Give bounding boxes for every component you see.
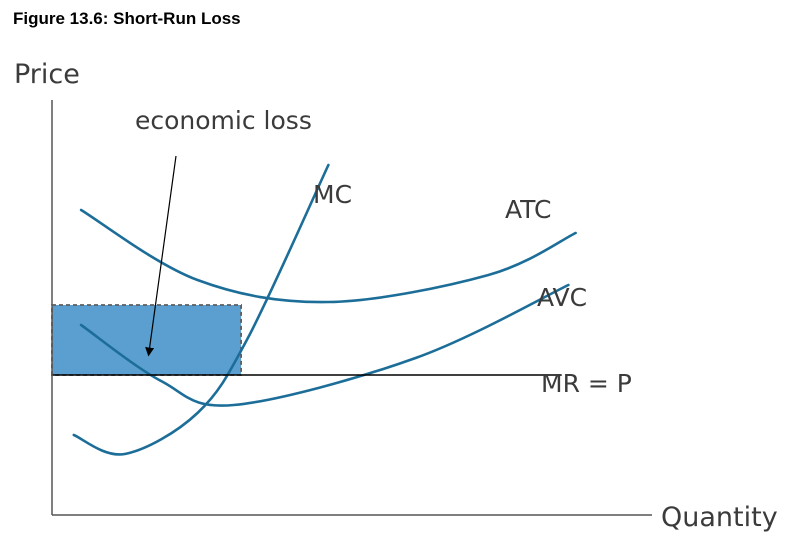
economic-loss-label: economic loss — [135, 106, 312, 135]
avc-label: AVC — [537, 283, 587, 312]
economic-loss-area — [51, 304, 242, 376]
mr-p-label: MR = P — [541, 369, 632, 398]
economic-loss-arrow — [145, 155, 177, 357]
atc-label: ATC — [505, 195, 551, 224]
x-axis-label: Quantity — [661, 502, 778, 533]
mc-curve — [72, 163, 330, 456]
mc-label: MC — [313, 180, 352, 209]
y-axis-label: Price — [14, 59, 80, 90]
avc-curve — [79, 283, 570, 407]
atc-curve — [79, 208, 577, 304]
figure-title: Figure 13.6: Short-Run Loss — [13, 9, 241, 28]
